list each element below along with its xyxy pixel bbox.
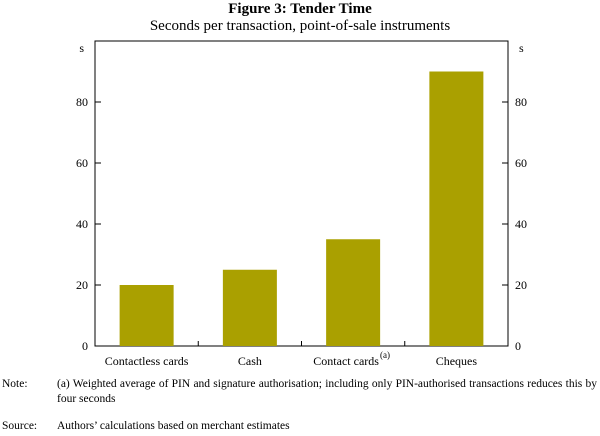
y-tick-label-right: 60 bbox=[515, 156, 527, 170]
x-tick-label-superscript: (a) bbox=[380, 350, 390, 360]
y-unit-left: s bbox=[79, 41, 84, 55]
y-tick-label-right: 40 bbox=[515, 217, 527, 231]
note-label: Note: bbox=[2, 378, 28, 390]
x-tick-label: Cheques bbox=[436, 354, 478, 368]
y-tick-label-right: 80 bbox=[515, 95, 527, 109]
source-text: Authors’ calculations based on merchant … bbox=[57, 420, 290, 432]
bar bbox=[326, 239, 381, 346]
y-tick-label-right: 20 bbox=[515, 278, 527, 292]
y-tick-label-left: 20 bbox=[76, 278, 88, 292]
y-tick-label-left: 0 bbox=[82, 339, 88, 353]
note-text: (a) Weighted average of PIN and signatur… bbox=[57, 378, 597, 405]
bar-chart: 0 0 20 20 40 40 60 60 80 80 s s Contactless cards Cas… bbox=[76, 40, 527, 368]
x-tick-label: Contact cards bbox=[313, 354, 379, 368]
bar bbox=[429, 71, 484, 346]
y-tick-label-left: 60 bbox=[76, 156, 88, 170]
x-tick-label: Contactless cards bbox=[105, 354, 189, 368]
bar bbox=[222, 269, 277, 346]
y-unit-right: s bbox=[519, 41, 524, 55]
y-tick-label-left: 80 bbox=[76, 95, 88, 109]
chart-subtitle: Seconds per transaction, point-of-sale i… bbox=[149, 18, 451, 34]
source-label: Source: bbox=[2, 420, 38, 432]
chart-title: Figure 3: Tender Time bbox=[228, 1, 372, 17]
x-tick-label: Cash bbox=[238, 354, 262, 368]
bar bbox=[119, 285, 174, 346]
y-tick-label-right: 0 bbox=[515, 339, 521, 353]
y-tick-label-left: 40 bbox=[76, 217, 88, 231]
plot-area: 0 0 20 20 40 40 60 60 80 80 s s Contactless cards Cas… bbox=[76, 40, 527, 368]
